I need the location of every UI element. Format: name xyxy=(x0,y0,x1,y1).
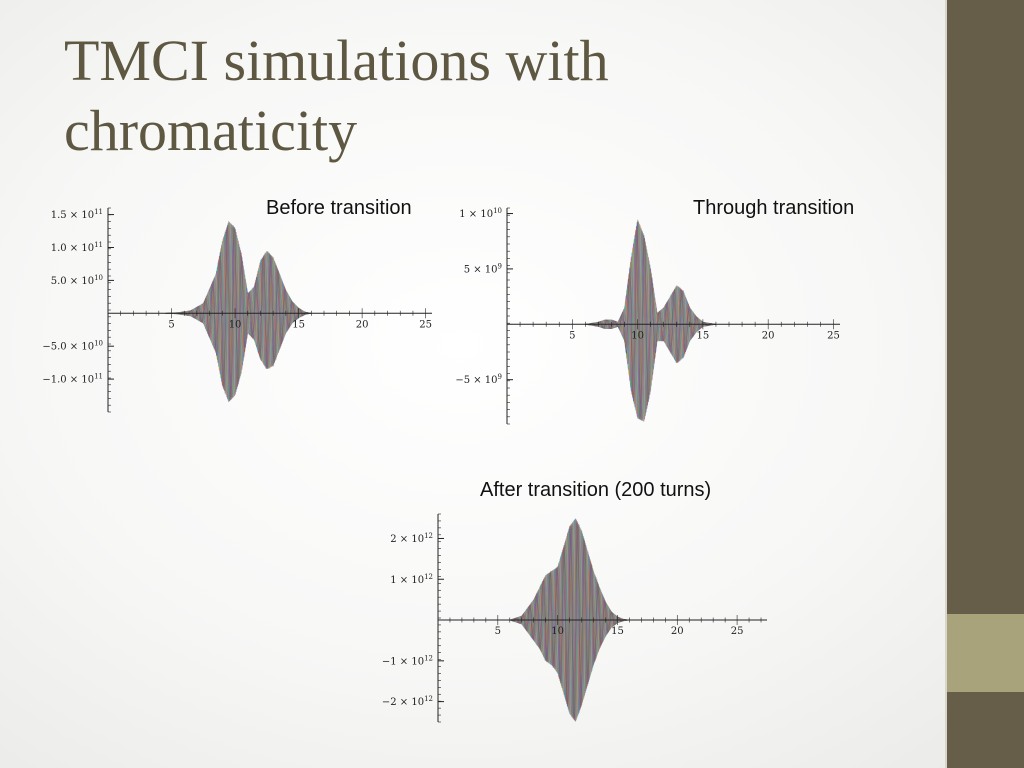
x-tick-label: 10 xyxy=(631,330,644,341)
y-tick-label: 1.5 × 1011 xyxy=(51,208,103,221)
y-tick-base: 1 × 10 xyxy=(390,575,424,586)
slide-title: TMCI simulations with chromaticity xyxy=(64,28,609,163)
x-tick-label: 20 xyxy=(762,330,775,341)
x-tick-label: 5 xyxy=(168,319,174,330)
y-tick-label: 2 × 1012 xyxy=(390,532,433,545)
y-tick-base: 1 × 10 xyxy=(459,209,493,220)
y-tick-label: 1 × 1012 xyxy=(390,573,433,586)
chart-caption-through: Through transition xyxy=(693,197,855,219)
y-tick-label: 1 × 1010 xyxy=(459,207,502,220)
y-tick-label: −5 × 109 xyxy=(455,373,502,386)
y-tick-base: 1.0 × 10 xyxy=(51,243,94,254)
x-tick-label: 5 xyxy=(495,626,501,637)
y-tick-label: −5.0 × 1010 xyxy=(42,340,103,353)
sidebar-accent-block xyxy=(947,614,1024,692)
x-tick-label: 25 xyxy=(419,319,432,330)
y-tick-label: 5.0 × 1010 xyxy=(51,274,103,287)
y-tick-base: −5.0 × 10 xyxy=(42,342,94,353)
y-tick-exponent: 10 xyxy=(493,207,502,215)
y-tick-base: 1.5 × 10 xyxy=(51,210,94,221)
x-tick-label: 5 xyxy=(569,330,575,341)
y-tick-exponent: 12 xyxy=(424,573,433,581)
series-trace xyxy=(165,220,312,399)
x-tick-label: 25 xyxy=(731,626,744,637)
y-tick-base: 2 × 10 xyxy=(390,534,424,545)
chart-caption-after: After transition (200 turns) xyxy=(480,479,712,501)
y-tick-exponent: 12 xyxy=(424,654,433,662)
y-tick-base: −1 × 10 xyxy=(382,656,424,667)
y-tick-exponent: 10 xyxy=(94,340,103,348)
y-tick-exponent: 11 xyxy=(94,208,103,216)
x-tick-label: 20 xyxy=(356,319,369,330)
y-tick-base: −1.0 × 10 xyxy=(42,375,94,386)
y-tick-exponent: 12 xyxy=(424,695,433,703)
y-tick-label: −2 × 1012 xyxy=(382,695,433,708)
y-tick-exponent: 11 xyxy=(94,241,103,249)
y-tick-label: 5 × 109 xyxy=(464,262,502,275)
y-tick-label: −1.0 × 1011 xyxy=(42,373,103,386)
x-tick-label: 15 xyxy=(292,319,305,330)
y-tick-base: −5 × 10 xyxy=(455,375,497,386)
x-tick-label: 15 xyxy=(697,330,710,341)
y-tick-label: −1 × 1012 xyxy=(382,654,433,667)
x-tick-label: 10 xyxy=(229,319,242,330)
x-tick-label: 15 xyxy=(611,626,624,637)
series-trace xyxy=(165,225,312,400)
chart-caption-before: Before transition xyxy=(266,197,412,219)
series-trace xyxy=(585,219,716,421)
y-tick-base: 5 × 10 xyxy=(464,264,498,275)
y-tick-base: −2 × 10 xyxy=(382,697,424,708)
y-tick-exponent: 12 xyxy=(424,532,433,540)
y-tick-label: 1.0 × 1011 xyxy=(51,241,103,254)
x-tick-label: 25 xyxy=(827,330,840,341)
x-tick-label: 20 xyxy=(671,626,684,637)
series-trace xyxy=(509,522,630,721)
series-trace xyxy=(165,226,312,401)
y-tick-exponent: 9 xyxy=(498,373,502,381)
y-tick-exponent: 9 xyxy=(498,262,502,270)
sidebar-divider xyxy=(945,0,947,768)
series-trace xyxy=(509,523,630,721)
x-tick-label: 10 xyxy=(551,626,564,637)
y-tick-exponent: 10 xyxy=(94,274,103,282)
y-tick-base: 5.0 × 10 xyxy=(51,276,94,287)
y-tick-exponent: 11 xyxy=(94,373,103,381)
